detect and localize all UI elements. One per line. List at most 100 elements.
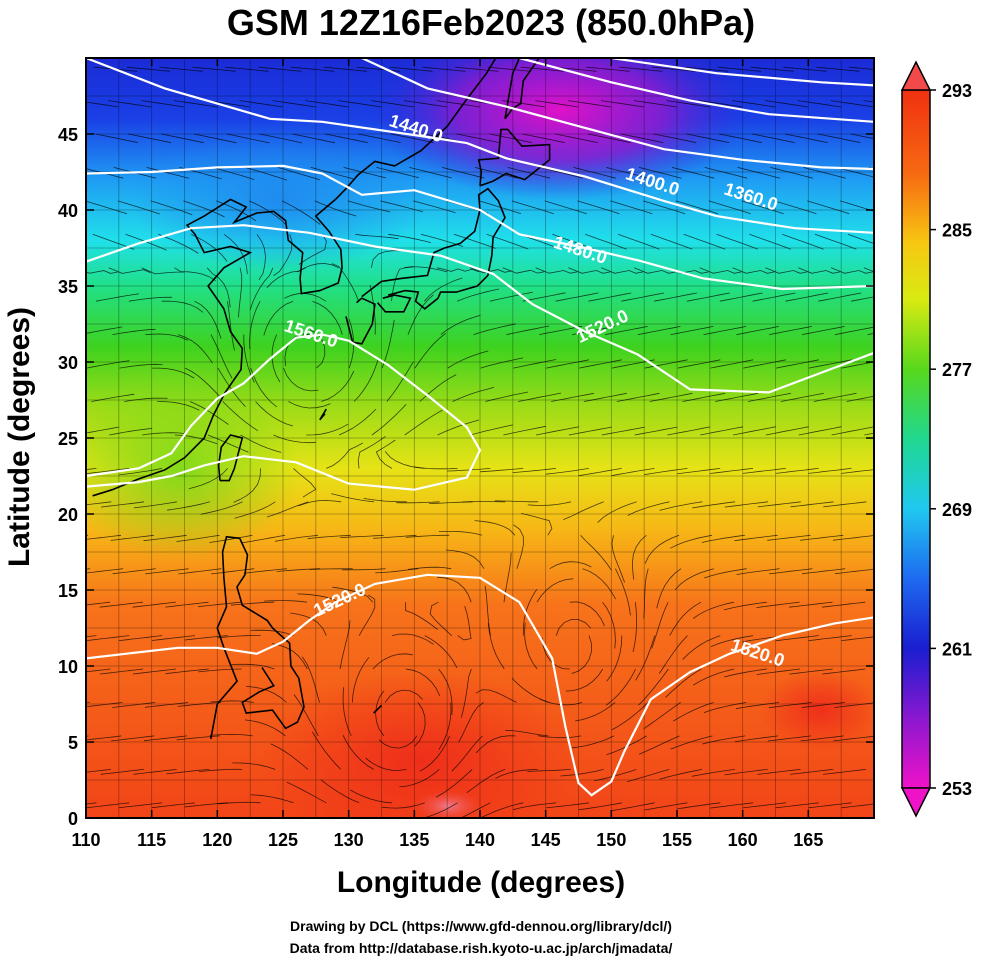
- x-tick-label: 155: [662, 830, 692, 850]
- streamline: [470, 424, 513, 436]
- streamline: [413, 200, 456, 214]
- streamline: [332, 586, 373, 603]
- streamline: [577, 200, 620, 215]
- streamline: [376, 167, 419, 179]
- streamline: [177, 702, 222, 707]
- streamline: [323, 66, 367, 72]
- streamline: [864, 432, 874, 436]
- streamline: [340, 534, 384, 538]
- streamline: [257, 66, 302, 72]
- streamline: [594, 769, 637, 782]
- streamline: [283, 367, 319, 392]
- streamline: [86, 426, 120, 434]
- hot-spot-shading: [414, 790, 482, 818]
- streamline: [243, 568, 288, 574]
- streamline: [390, 133, 434, 143]
- streamline: [686, 292, 730, 302]
- streamline: [732, 100, 776, 108]
- streamline: [513, 359, 557, 369]
- streamline: [719, 292, 763, 302]
- streamline: [723, 601, 767, 611]
- y-tick-label: 45: [58, 125, 78, 145]
- streamline: [601, 267, 644, 274]
- streamline: [518, 392, 562, 402]
- streamline: [743, 359, 787, 369]
- streamline: [822, 769, 867, 775]
- streamline: [232, 762, 276, 770]
- streamline: [841, 361, 874, 369]
- streamline: [91, 393, 135, 402]
- streamline: [808, 359, 852, 369]
- streamline: [86, 635, 97, 638]
- streamline: [342, 735, 374, 770]
- streamline: [808, 802, 852, 809]
- streamline: [296, 263, 339, 273]
- streamline: [217, 635, 261, 639]
- streamline: [436, 100, 480, 108]
- streamline: [586, 66, 630, 72]
- streamline: [631, 535, 647, 580]
- credit-data: Data from http://database.rish.kyoto-u.a…: [289, 940, 673, 956]
- streamline: [502, 100, 546, 108]
- streamline: [381, 802, 425, 809]
- streamline: [178, 568, 222, 575]
- streamline: [716, 233, 759, 250]
- streamline: [447, 350, 489, 369]
- streamline: [119, 468, 163, 476]
- streamline: [277, 167, 321, 181]
- streamline: [798, 426, 842, 436]
- contour-line: [86, 164, 874, 291]
- streamline: [704, 568, 747, 579]
- streamline: [709, 468, 754, 474]
- streamline: [620, 133, 664, 143]
- streamline: [351, 657, 370, 703]
- streamline: [399, 769, 440, 788]
- streamline: [551, 392, 594, 402]
- streamline: [209, 534, 253, 543]
- streamline: [549, 561, 592, 570]
- streamline: [808, 635, 852, 641]
- warm-land-shading: [86, 380, 300, 560]
- streamline: [709, 802, 754, 809]
- streamline: [701, 534, 745, 543]
- cold-air-shading: [130, 130, 430, 270]
- streamline: [184, 367, 221, 398]
- streamline: [250, 794, 294, 804]
- streamline: [611, 535, 625, 583]
- streamline: [715, 392, 759, 402]
- streamline: [118, 802, 163, 809]
- colorbar-tick-label: 269: [942, 500, 972, 520]
- streamline: [789, 601, 833, 608]
- streamline: [305, 100, 349, 108]
- streamline: [396, 501, 440, 504]
- streamline: [830, 100, 874, 108]
- colorbar-ticks: 293 285 277 269 261 253: [930, 81, 972, 799]
- streamline: [438, 531, 483, 536]
- streamline: [767, 735, 811, 742]
- streamline: [86, 668, 111, 673]
- streamline: [375, 690, 385, 737]
- streamline: [151, 635, 196, 641]
- streamline: [475, 735, 516, 754]
- streamline: [320, 779, 360, 804]
- streamline: [736, 326, 780, 335]
- streamline: [290, 66, 335, 72]
- streamline: [391, 633, 434, 645]
- streamline: [422, 802, 458, 818]
- streamline: [775, 802, 819, 809]
- streamline: [86, 101, 119, 108]
- streamline: [292, 133, 336, 144]
- streamline: [293, 694, 319, 737]
- streamline: [674, 568, 715, 590]
- streamline: [325, 133, 368, 143]
- streamline: [255, 401, 293, 427]
- streamline: [429, 601, 453, 637]
- streamline: [86, 270, 118, 274]
- streamline: [166, 769, 210, 775]
- streamline: [863, 100, 874, 103]
- coastline: [210, 535, 305, 740]
- streamline: [656, 568, 682, 609]
- y-tick-label: 35: [58, 277, 78, 297]
- streamline: [242, 534, 286, 544]
- streamline: [801, 326, 845, 335]
